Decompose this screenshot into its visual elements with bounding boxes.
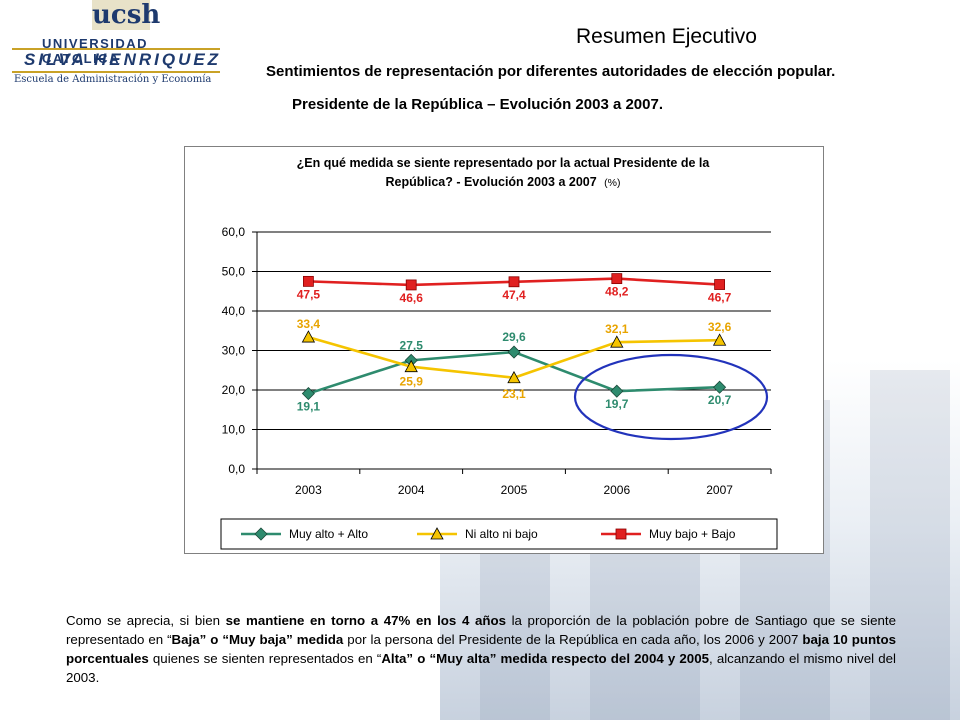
data-label: 27,5 [400, 338, 424, 352]
y-tick-label: 40,0 [222, 304, 246, 318]
data-label: 19,7 [605, 397, 629, 411]
y-tick-label: 0,0 [228, 462, 245, 476]
line-chart: ¿En qué medida se siente representado po… [220, 156, 778, 550]
data-label: 46,6 [400, 291, 424, 305]
legend-marker [254, 527, 268, 541]
y-tick-label: 30,0 [222, 344, 246, 358]
chart-title-line2: República? - Evolución 2003 a 2007 [385, 175, 596, 189]
data-label: 20,7 [708, 393, 732, 407]
data-label: 46,7 [708, 291, 732, 305]
chart-title-line1: ¿En qué medida se siente representado po… [297, 156, 711, 170]
data-label: 29,6 [502, 330, 526, 344]
legend-label: Muy bajo + Bajo [649, 527, 736, 541]
data-point [712, 333, 727, 346]
university-logo: ucsh UNIVERSIDAD CATOLICA SILVA HENRIQUE… [8, 0, 228, 92]
data-point [405, 279, 417, 291]
data-label: 47,5 [297, 287, 321, 301]
data-label: 47,4 [502, 288, 526, 302]
x-tick-label: 2003 [295, 483, 322, 497]
chart-title-unit: (%) [604, 177, 620, 189]
page-subtitle: Sentimientos de representación por difer… [266, 63, 836, 80]
legend-label: Muy alto + Alto [289, 527, 368, 541]
data-label: 19,1 [297, 400, 321, 414]
legend-label: Ni alto ni bajo [465, 527, 538, 541]
y-tick-label: 10,0 [222, 423, 246, 437]
logo-mark: ucsh [92, 0, 161, 30]
y-tick-label: 50,0 [222, 265, 246, 279]
logo-school: Escuela de Administración y Economía [14, 74, 212, 85]
legend-box [220, 518, 778, 550]
chart-legend: Muy alto + Alto Ni alto ni bajo Muy bajo +… [220, 518, 778, 550]
data-point [507, 370, 521, 384]
y-tick-label: 60,0 [222, 225, 246, 239]
description-text: Como se aprecia, si bien se mantiene en … [66, 613, 897, 685]
logo-university: UNIVERSIDAD CATOLICA [42, 36, 149, 66]
highlight-ellipse [573, 353, 769, 441]
data-label: 32,6 [708, 320, 732, 334]
data-point [301, 330, 316, 343]
data-label: 25,9 [400, 375, 424, 389]
data-point [303, 275, 314, 287]
data-label: 23,1 [502, 387, 526, 401]
data-point [610, 384, 624, 398]
x-tick-label: 2004 [398, 483, 425, 497]
data-point [714, 279, 725, 290]
legend-marker [615, 528, 627, 540]
data-point [508, 276, 520, 288]
data-point [507, 345, 521, 359]
legend-marker [430, 527, 444, 540]
page-title: Resumen Ejecutivo [576, 25, 757, 48]
data-label: 32,1 [605, 322, 629, 336]
y-tick-label: 20,0 [222, 383, 246, 397]
data-label: 33,4 [297, 317, 321, 331]
chart-container: ¿En qué medida se siente representado po… [184, 146, 824, 554]
x-tick-label: 2006 [603, 483, 630, 497]
x-tick-label: 2005 [501, 483, 528, 497]
svg-text:República? - Evolución 2003 a: República? - Evolución 2003 a 2007 (%) [385, 175, 620, 189]
x-tick-label: 2007 [706, 483, 733, 497]
page-subtitle-2: Presidente de la República – Evolución 2… [292, 96, 664, 113]
logo-name: SILVA HENRIQUEZ [24, 50, 222, 69]
data-point [713, 380, 727, 394]
data-point [404, 359, 418, 373]
data-point [611, 273, 623, 285]
data-point [610, 335, 624, 348]
data-point [301, 386, 315, 401]
data-label: 48,2 [605, 285, 629, 299]
